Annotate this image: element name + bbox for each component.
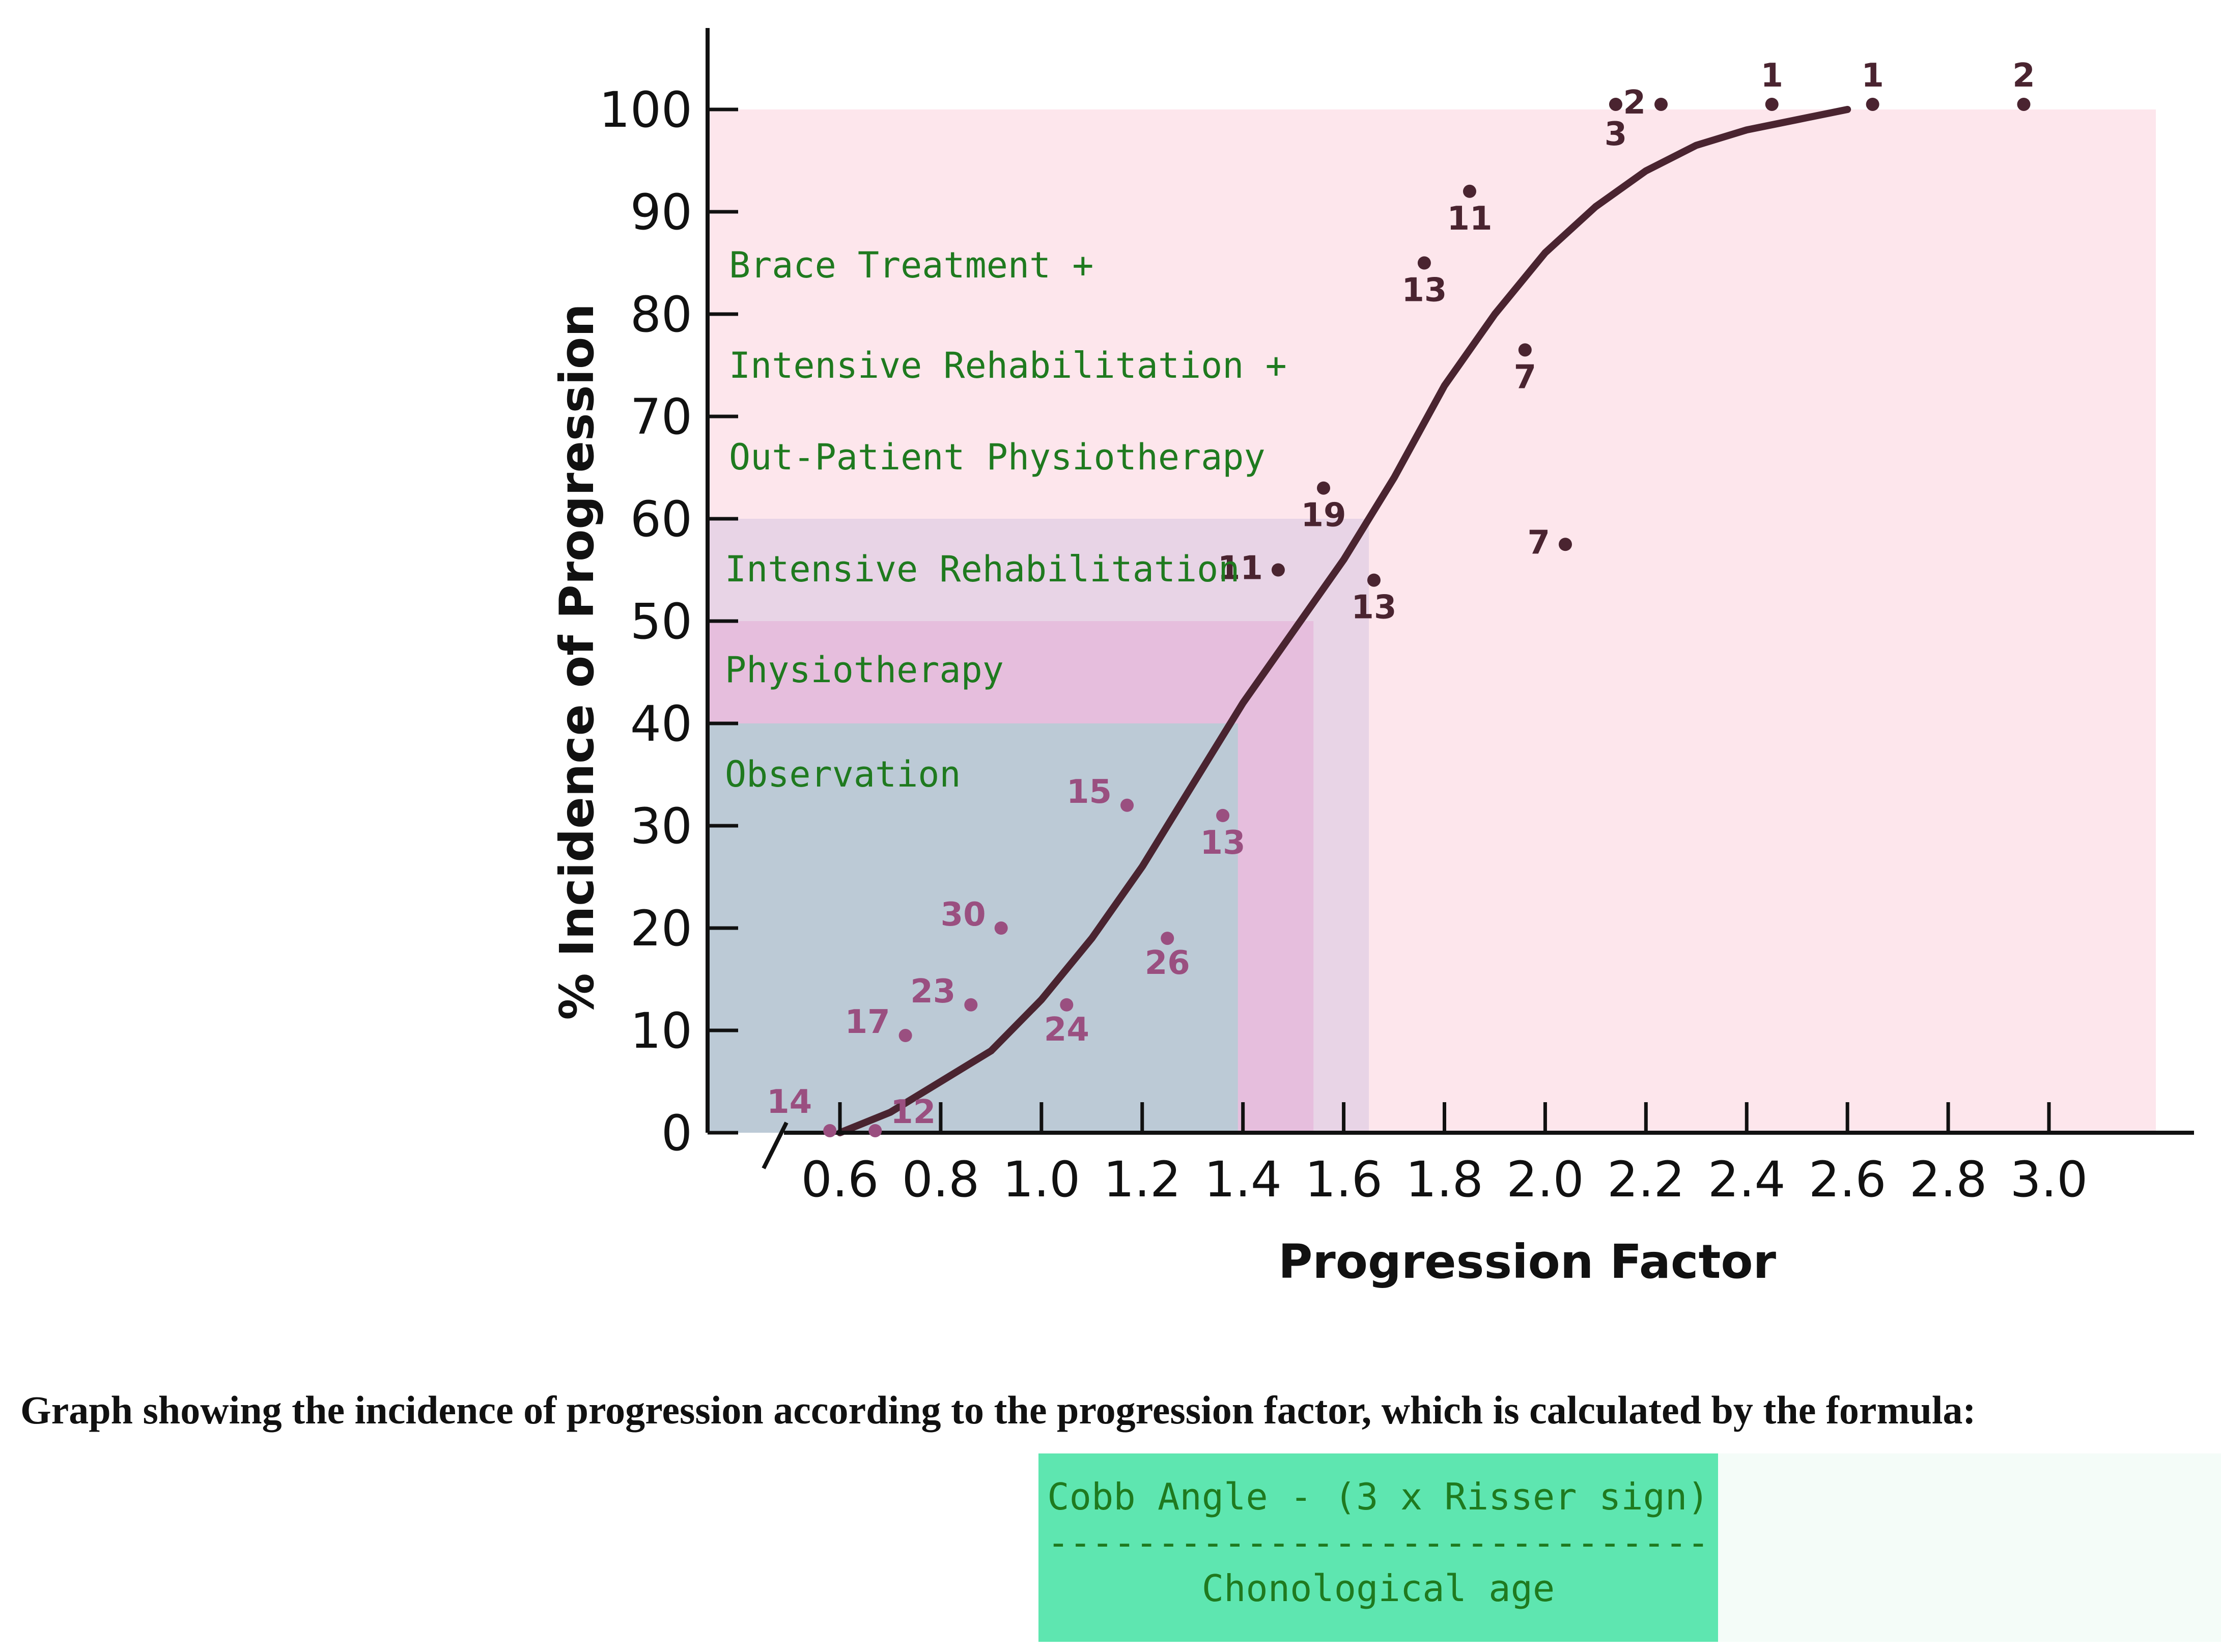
data-point-17 bbox=[1654, 97, 1668, 111]
data-point-label-10: 19 bbox=[1301, 497, 1346, 535]
zone-label-physio-0: Physiotherapy bbox=[725, 649, 1004, 691]
x-tick-label-2.0: 2.0 bbox=[1506, 1151, 1584, 1208]
y-tick-label-0: 0 bbox=[661, 1105, 692, 1162]
data-point-label-3: 23 bbox=[910, 973, 955, 1011]
formula-fade-panel bbox=[1718, 1453, 2221, 1642]
treatment-zones bbox=[708, 109, 2156, 1133]
data-point-label-8: 13 bbox=[1200, 824, 1246, 862]
data-point-label-19: 1 bbox=[1861, 57, 1884, 95]
data-point-label-0: 14 bbox=[767, 1083, 812, 1121]
y-axis-title: % Incidence of Progression bbox=[550, 303, 604, 1020]
y-tick-label-60: 60 bbox=[630, 491, 692, 548]
zone-label-brace-0: Brace Treatment + bbox=[729, 244, 1093, 286]
data-point-label-5: 24 bbox=[1044, 1011, 1089, 1049]
data-point-label-14: 7 bbox=[1514, 358, 1537, 396]
axes: 0 10 20 30 40 50 60 70 80 90 100 0.6 0.8 1.0 1.2 1.4 1.6… bbox=[599, 28, 2194, 1208]
axis-break-mark bbox=[762, 1122, 789, 1169]
data-point-13 bbox=[1463, 184, 1476, 198]
zone-label-brace-2: Out-Patient Physiotherapy bbox=[729, 436, 1266, 478]
y-tick-label-50: 50 bbox=[630, 593, 692, 650]
data-point-label-18: 1 bbox=[1760, 57, 1783, 95]
data-point-label-20: 2 bbox=[2012, 57, 2035, 95]
y-tick-label-10: 10 bbox=[630, 1002, 692, 1059]
data-point-label-4: 30 bbox=[941, 896, 986, 934]
zone-labels: Brace Treatment + Intensive Rehabilitatio… bbox=[725, 244, 1287, 795]
data-point-18 bbox=[1765, 97, 1779, 111]
data-point-label-15: 7 bbox=[1527, 524, 1550, 562]
data-point-4 bbox=[994, 921, 1008, 935]
figure-caption: Graph showing the incidence of progressi… bbox=[20, 1388, 1976, 1432]
data-point-1 bbox=[868, 1124, 882, 1137]
x-tick-label-0.8: 0.8 bbox=[902, 1151, 980, 1208]
zone-label-brace-1: Intensive Rehabilitation + bbox=[729, 345, 1287, 386]
data-point-label-11: 13 bbox=[1351, 589, 1396, 627]
data-point-14 bbox=[1518, 343, 1532, 357]
x-axis-title: Progression Factor bbox=[1278, 1235, 1777, 1289]
x-tick-label-1.0: 1.0 bbox=[1002, 1151, 1080, 1208]
data-point-16 bbox=[1609, 97, 1622, 111]
formula-box: Cobb Angle - (3 x Risser sign) ---------… bbox=[1038, 1453, 1718, 1642]
y-tick-label-40: 40 bbox=[630, 695, 692, 752]
data-point-15 bbox=[1559, 538, 1572, 551]
y-tick-label-80: 80 bbox=[630, 286, 692, 343]
data-point-10 bbox=[1317, 481, 1330, 495]
data-point-0 bbox=[823, 1124, 837, 1137]
data-point-label-6: 26 bbox=[1145, 944, 1190, 982]
data-point-label-17: 2 bbox=[1623, 84, 1646, 122]
x-tick-label-1.6: 1.6 bbox=[1305, 1151, 1383, 1208]
x-tick-label-3.0: 3.0 bbox=[2010, 1151, 2088, 1208]
data-point-6 bbox=[1161, 932, 1174, 945]
data-point-label-7: 15 bbox=[1066, 773, 1112, 811]
data-point-label-1: 12 bbox=[890, 1094, 936, 1131]
zone-label-intensive-0: Intensive Rehabilitation bbox=[725, 548, 1240, 590]
data-point-2 bbox=[898, 1029, 912, 1043]
formula-denominator: Chonological age bbox=[1201, 1567, 1555, 1610]
progression-curve-layer bbox=[836, 106, 1851, 1136]
x-tick-label-1.2: 1.2 bbox=[1103, 1151, 1181, 1208]
data-point-19 bbox=[1866, 97, 1879, 111]
x-tick-label-2.6: 2.6 bbox=[1809, 1151, 1887, 1208]
x-tick-label-0.6: 0.6 bbox=[801, 1151, 879, 1208]
data-point-9 bbox=[1271, 563, 1285, 577]
data-point-7 bbox=[1120, 798, 1134, 812]
data-point-label-9: 11 bbox=[1218, 550, 1263, 587]
formula-divider: ------------------------------ bbox=[1047, 1521, 1709, 1564]
data-point-3 bbox=[964, 998, 978, 1012]
progression-chart: 0 10 20 30 40 50 60 70 80 90 100 0.6 0.8 1.0 1.2 1.4 1.6… bbox=[550, 28, 2194, 1289]
data-point-20 bbox=[2017, 97, 2031, 111]
x-tick-label-2.8: 2.8 bbox=[1909, 1151, 1987, 1208]
formula-numerator: Cobb Angle - (3 x Risser sign) bbox=[1047, 1475, 1709, 1518]
y-tick-label-30: 30 bbox=[630, 798, 692, 855]
y-tick-label-70: 70 bbox=[630, 388, 692, 445]
data-point-label-2: 17 bbox=[845, 1003, 890, 1041]
y-tick-label-90: 90 bbox=[630, 184, 692, 241]
data-point-label-12: 13 bbox=[1401, 272, 1447, 310]
data-point-label-13: 11 bbox=[1447, 200, 1492, 238]
x-tick-label-1.4: 1.4 bbox=[1204, 1151, 1282, 1208]
data-point-label-16: 3 bbox=[1605, 116, 1627, 153]
x-tick-label-2.4: 2.4 bbox=[1708, 1151, 1786, 1208]
progression-curve bbox=[836, 106, 1851, 1136]
y-tick-label-20: 20 bbox=[630, 900, 692, 957]
x-tick-label-2.2: 2.2 bbox=[1607, 1151, 1685, 1208]
zone-label-observation-0: Observation bbox=[725, 753, 961, 795]
y-tick-label-100: 100 bbox=[599, 81, 692, 138]
data-point-5 bbox=[1060, 998, 1074, 1012]
x-tick-label-1.8: 1.8 bbox=[1405, 1151, 1483, 1208]
data-point-11 bbox=[1367, 573, 1381, 587]
data-point-12 bbox=[1417, 256, 1431, 270]
data-point-8 bbox=[1216, 808, 1230, 822]
